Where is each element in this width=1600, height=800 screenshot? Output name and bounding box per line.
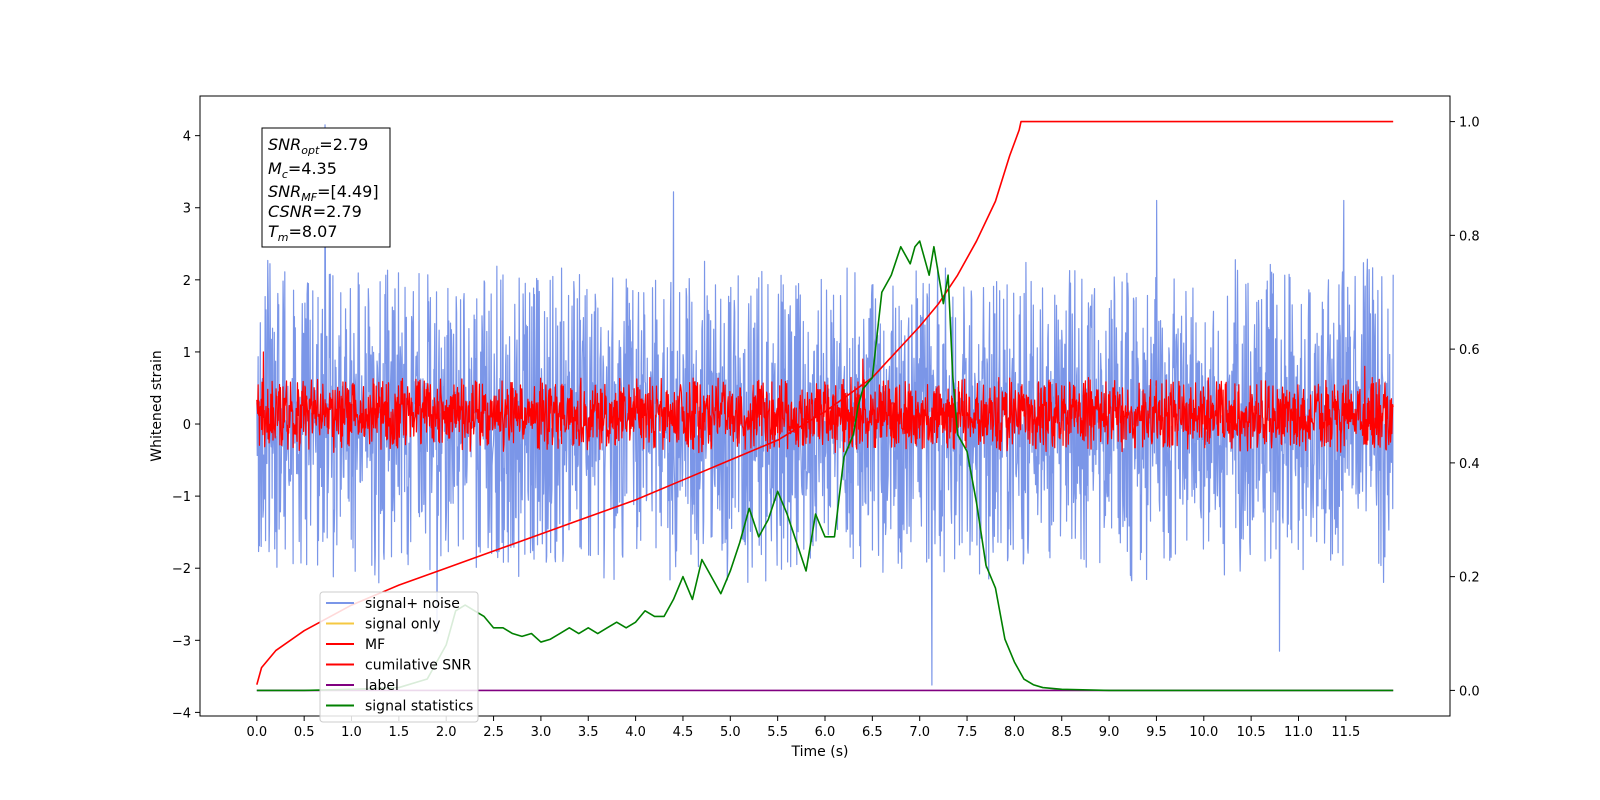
info-csnr-value: =2.79 bbox=[313, 202, 362, 221]
info-box-frame bbox=[261, 127, 391, 248]
x-tick-label: 10.0 bbox=[1189, 725, 1218, 740]
y-axis-label: Whitened strain bbox=[149, 350, 165, 461]
y-left-tick-label: −3 bbox=[172, 634, 191, 649]
series-mf-line bbox=[256, 351, 1394, 454]
y-right-tick-label: 1.0 bbox=[1459, 116, 1480, 131]
x-tick-label: 2.5 bbox=[483, 725, 504, 740]
y-left-tick-label: 1 bbox=[183, 346, 191, 361]
x-tick-label: 0.0 bbox=[246, 725, 267, 740]
legend-label-cumilative-snr: cumilative SNR bbox=[365, 658, 472, 674]
legend-label-signal-only: signal only bbox=[365, 617, 440, 633]
x-tick-label: 1.0 bbox=[341, 725, 362, 740]
x-tick-label: 9.5 bbox=[1146, 725, 1167, 740]
x-tick-label: 6.5 bbox=[862, 725, 883, 740]
y-axis-right: 1.0 0.8 0.6 0.4 0.2 0.0 bbox=[1450, 116, 1480, 699]
x-tick-label: 1.5 bbox=[389, 725, 410, 740]
info-snr-opt: SNRopt=2.79 bbox=[268, 135, 368, 157]
y-right-tick-label: 0.2 bbox=[1459, 571, 1480, 586]
y-axis-left: 4 3 2 1 0 −1 −2 −3 −4 bbox=[172, 130, 200, 721]
info-mc: Mc=4.35 bbox=[268, 159, 337, 181]
info-box: SNRopt=2.79 Mc=4.35 SNRMF=[4.49] CSNR=2.… bbox=[261, 127, 391, 248]
info-snr-mf-value: =[4.49] bbox=[317, 182, 379, 201]
y-left-tick-label: 3 bbox=[183, 202, 191, 217]
info-csnr: CSNR=2.79 bbox=[268, 202, 362, 221]
legend: signal+ noise signal only MF cumilative SNR… bbox=[319, 591, 479, 723]
y-left-tick-label: 0 bbox=[183, 418, 191, 433]
info-tm: Tm=8.07 bbox=[268, 222, 338, 244]
series-signal-statistics-line bbox=[256, 240, 1394, 692]
x-tick-label: 5.0 bbox=[720, 725, 741, 740]
x-tick-label: 11.5 bbox=[1331, 725, 1360, 740]
info-snr-opt-value: =2.79 bbox=[319, 135, 368, 154]
legend-label-signal-noise: signal+ noise bbox=[365, 596, 460, 612]
x-tick-label: 8.0 bbox=[1004, 725, 1025, 740]
y-left-tick-label: −1 bbox=[172, 490, 191, 505]
x-tick-label: 3.0 bbox=[531, 725, 552, 740]
x-tick-label: 4.0 bbox=[625, 725, 646, 740]
x-tick-label: 5.5 bbox=[767, 725, 788, 740]
y-left-tick-label: 4 bbox=[183, 130, 191, 145]
x-axis: 0.0 0.5 1.0 1.5 2.0 2.5 3.0 3.5 4.0 4.5 5.0 5.5 6.0 6… bbox=[246, 716, 1360, 740]
y-right-tick-label: 0.6 bbox=[1459, 343, 1480, 358]
x-tick-label: 3.5 bbox=[578, 725, 599, 740]
x-tick-label: 9.0 bbox=[1099, 725, 1120, 740]
y-right-tick-label: 0.0 bbox=[1459, 684, 1480, 699]
x-axis-label: Time (s) bbox=[791, 744, 849, 760]
y-left-tick-label: −2 bbox=[172, 562, 191, 577]
x-tick-label: 7.0 bbox=[909, 725, 930, 740]
x-tick-label: 8.5 bbox=[1051, 725, 1072, 740]
x-tick-label: 0.5 bbox=[294, 725, 315, 740]
legend-frame bbox=[319, 591, 479, 723]
x-tick-label: 11.0 bbox=[1284, 725, 1313, 740]
series-signal-noise-line bbox=[256, 124, 1394, 686]
info-mc-value: =4.35 bbox=[288, 159, 337, 178]
x-tick-label: 7.5 bbox=[957, 725, 978, 740]
x-tick-label: 2.0 bbox=[436, 725, 457, 740]
x-tick-label: 10.5 bbox=[1237, 725, 1266, 740]
y-left-tick-label: −4 bbox=[172, 706, 191, 721]
y-right-tick-label: 0.8 bbox=[1459, 229, 1480, 244]
x-tick-label: 6.0 bbox=[815, 725, 836, 740]
legend-label-signal-statistics: signal statistics bbox=[365, 699, 473, 715]
x-tick-label: 4.5 bbox=[673, 725, 694, 740]
info-snr-mf: SNRMF=[4.49] bbox=[268, 182, 379, 204]
legend-label-label: label bbox=[365, 678, 399, 694]
legend-label-mf: MF bbox=[365, 637, 385, 653]
y-right-tick-label: 0.4 bbox=[1459, 457, 1480, 472]
y-left-tick-label: 2 bbox=[183, 274, 191, 289]
info-tm-value: =8.07 bbox=[289, 222, 338, 241]
